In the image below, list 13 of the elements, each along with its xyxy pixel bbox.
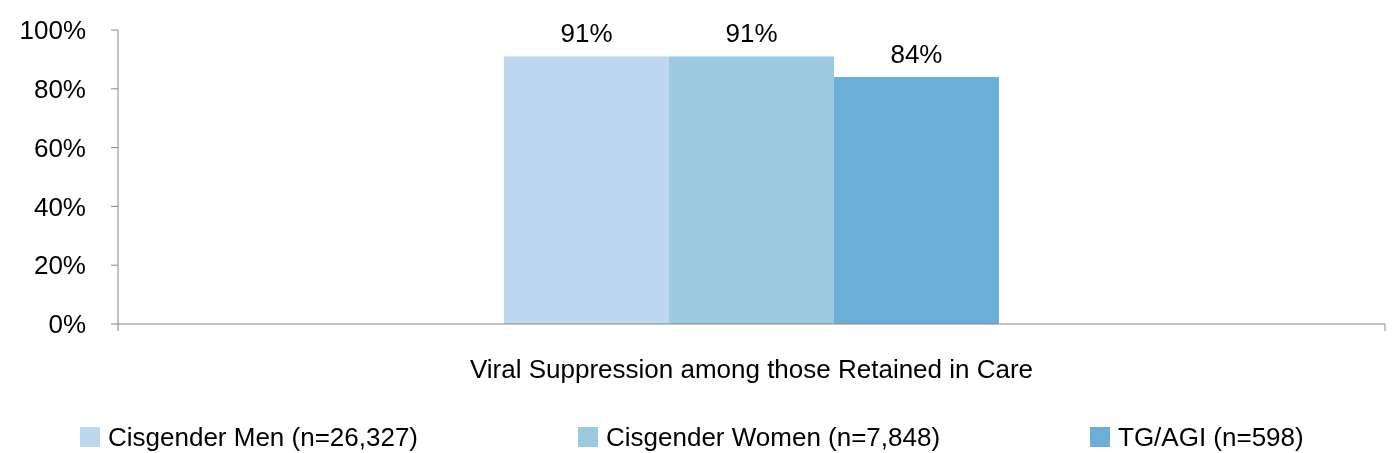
y-tick-label: 60% [33, 132, 86, 163]
y-tick-label: 40% [33, 191, 86, 222]
data-label: 91% [560, 18, 613, 49]
y-tick-label: 80% [33, 73, 86, 104]
y-tick-label: 100% [19, 15, 86, 46]
legend-label: Cisgender Men (n=26,327) [108, 422, 419, 453]
legend-label: TG/AGI (n=598) [1118, 422, 1304, 453]
data-label: 84% [890, 39, 943, 70]
data-label: 91% [725, 18, 778, 49]
x-tick-label: Viral Suppression among those Retained in Care [469, 354, 1034, 384]
y-tick-label: 20% [33, 250, 86, 281]
y-tick-label: 0% [48, 309, 86, 340]
legend-label: Cisgender Women (n=7,848) [606, 422, 941, 453]
